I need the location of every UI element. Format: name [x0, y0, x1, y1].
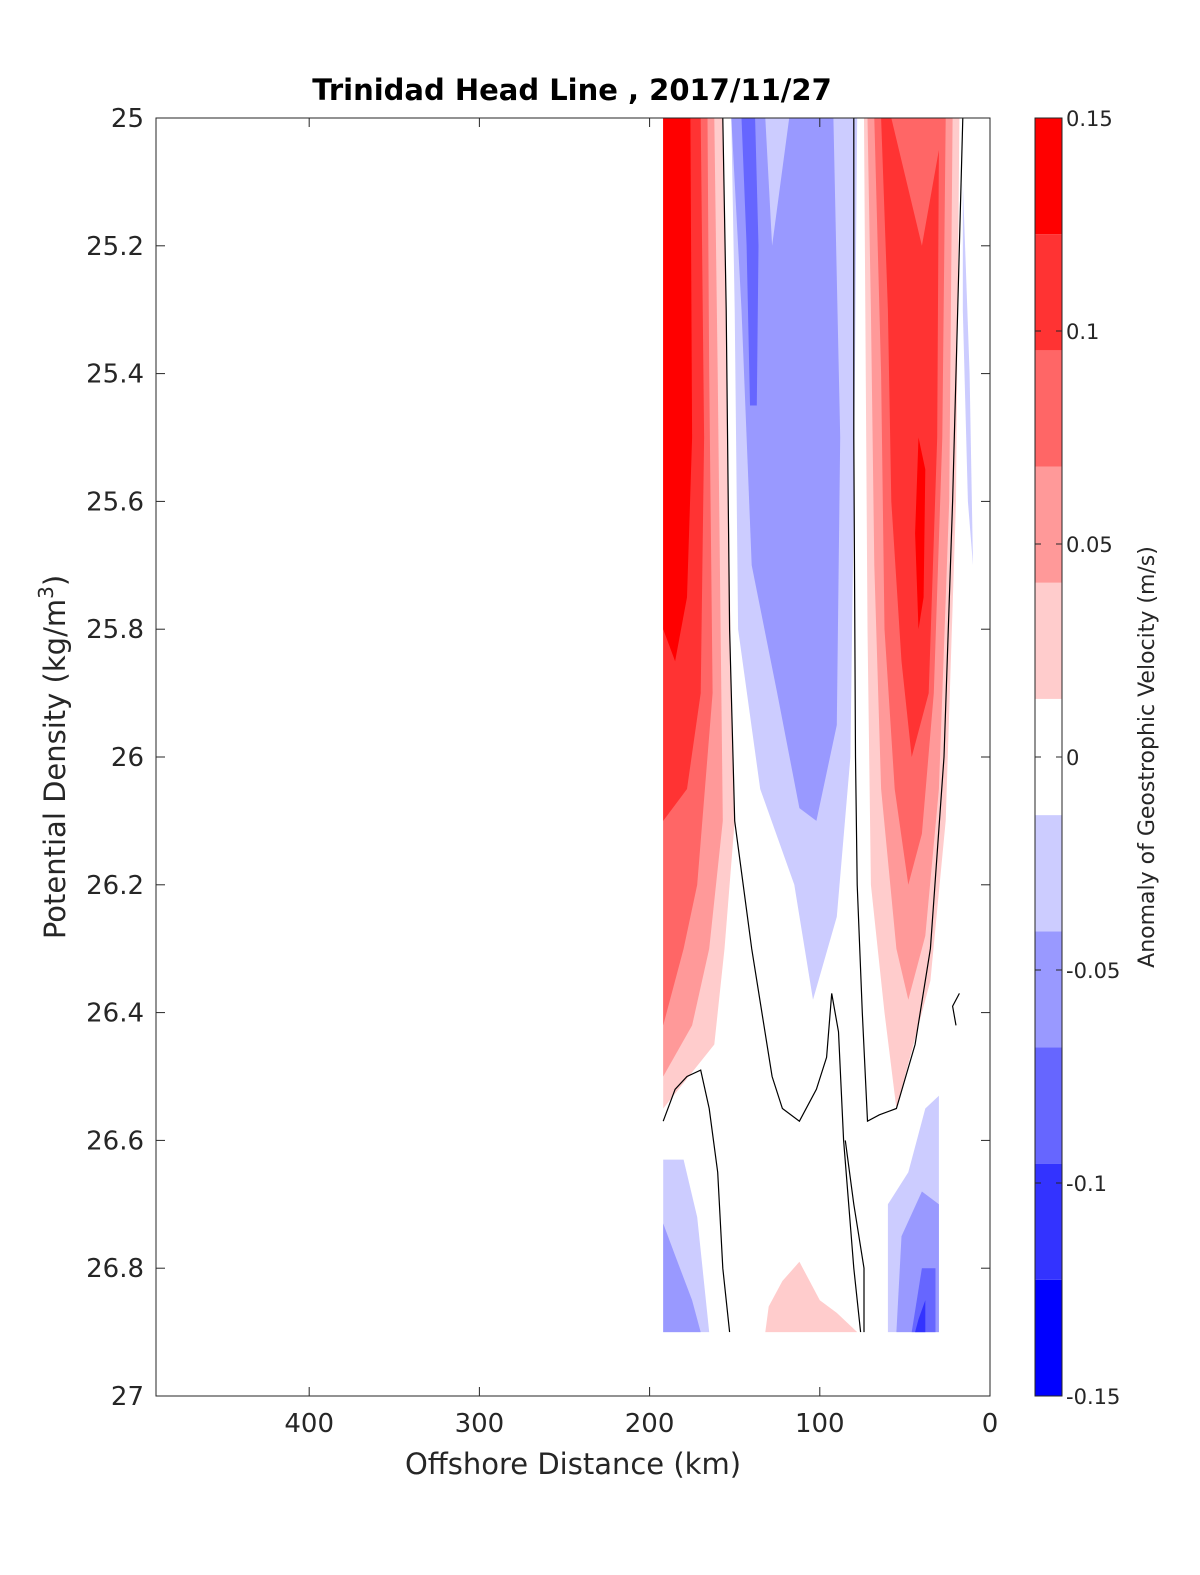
y-tick-label: 27 [111, 1382, 144, 1412]
y-axis: 25 25.2 25.4 25.6 25.8 26 26.2 26.4 26.6 26.8 27 [86, 104, 990, 1412]
colorbar: 0.15 0.1 0.05 0 -0.05 -0.1 -0.15 [1034, 107, 1120, 1409]
colorbar-swatch [1035, 1279, 1062, 1396]
y-tick-label: 26 [111, 743, 144, 773]
contour-band [915, 437, 926, 630]
colorbar-tick-label: -0.05 [1066, 959, 1120, 983]
colorbar-swatch [1035, 1163, 1062, 1280]
colorbar-tick-label: 0.05 [1066, 533, 1113, 557]
x-tick-label: 0 [982, 1409, 999, 1439]
contour-band [881, 118, 939, 757]
x-tick-label: 100 [795, 1409, 845, 1439]
contour-band [731, 118, 841, 821]
colorbar-tick-label: 0.1 [1066, 320, 1099, 344]
y-tick-label: 26.2 [86, 871, 144, 901]
y-tick-label: 25 [111, 104, 144, 134]
y-tick-label: 25.4 [86, 360, 144, 390]
y-axis-label-close: ) [38, 575, 72, 586]
zero-contour-line [722, 118, 862, 1333]
zero-contour-line [951, 993, 960, 1026]
contour-band [765, 1261, 858, 1333]
contour-band [915, 1300, 926, 1333]
x-tick-label: 200 [625, 1409, 675, 1439]
contour-band [663, 1223, 701, 1333]
colorbar-swatch [1035, 118, 1062, 235]
y-tick-label: 25.8 [86, 615, 144, 645]
colorbar-swatch [1035, 931, 1062, 1048]
x-tick-label: 400 [284, 1409, 334, 1439]
colorbar-swatch [1035, 350, 1062, 467]
colorbar-tick-label: 0.15 [1066, 107, 1113, 131]
x-tick-label: 300 [455, 1409, 505, 1439]
y-tick-label: 26.6 [86, 1126, 144, 1156]
colorbar-swatch [1035, 1047, 1062, 1164]
plot-area [156, 118, 990, 1396]
y-axis-label: Potential Density (kg/m3) [34, 575, 72, 939]
contour-band [741, 118, 759, 406]
y-tick-label: 26.8 [86, 1254, 144, 1284]
colorbar-label: Anomaly of Geostrophic Velocity (m/s) [1135, 546, 1160, 968]
chart-title: Trinidad Head Line , 2017/11/27 [312, 73, 832, 107]
zero-contour-lines [662, 118, 964, 1333]
y-axis-label-main: Potential Density (kg/m [38, 599, 72, 939]
colorbar-tick-label: 0 [1066, 746, 1079, 770]
x-axis: 400 300 200 100 0 [284, 118, 998, 1439]
y-tick-label: 25.2 [86, 232, 144, 262]
colorbar-swatch [1035, 234, 1062, 351]
colorbar-tick-label: -0.15 [1066, 1385, 1120, 1409]
y-axis-label-sup: 3 [34, 586, 58, 599]
colorbar-swatch [1035, 815, 1062, 932]
contour-band [962, 181, 973, 566]
contour-band [911, 1268, 936, 1333]
contour-band [663, 118, 693, 662]
zero-contour-line [853, 118, 964, 1123]
zero-contour-line [844, 1140, 865, 1333]
zero-contour-line [662, 1069, 731, 1333]
colorbar-swatch [1035, 582, 1062, 699]
y-tick-label: 25.6 [86, 487, 144, 517]
colorbar-swatch [1035, 466, 1062, 583]
x-axis-label: Offshore Distance (km) [405, 1447, 741, 1481]
contour-fill [663, 118, 973, 1333]
y-tick-label: 26.4 [86, 999, 144, 1029]
colorbar-tick-label: -0.1 [1066, 1172, 1107, 1196]
